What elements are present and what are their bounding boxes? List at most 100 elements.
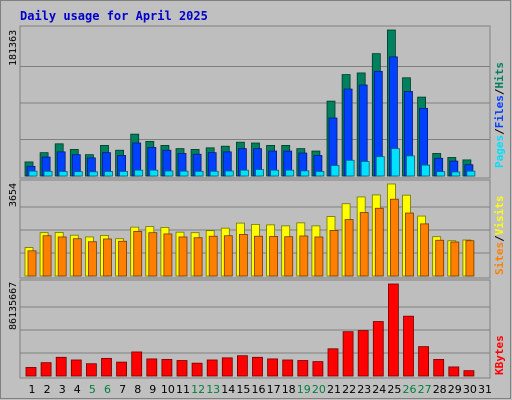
day-label: 10	[161, 383, 175, 396]
kbytes-bar	[312, 361, 324, 377]
kbytes-bar	[282, 359, 294, 377]
pages-bar	[345, 159, 355, 177]
sites-bar	[27, 250, 37, 277]
panel-hits: 181363 Pages/Files/Hits	[8, 25, 506, 179]
panel-hits-ymax: 181363	[8, 30, 19, 66]
panel-kbytes-marks	[20, 283, 490, 377]
sites-bar	[193, 237, 203, 277]
kbytes-bar	[463, 370, 475, 377]
sites-bar	[238, 234, 248, 277]
day-label: 26	[403, 383, 417, 396]
pages-bar	[270, 169, 280, 177]
pages-bar	[134, 169, 144, 177]
kbytes-bar	[116, 361, 127, 377]
sites-bar	[450, 241, 460, 277]
kbytes-bar	[252, 356, 263, 377]
day-label: 25	[387, 383, 401, 396]
pages-bar	[149, 169, 159, 177]
day-label: 24	[372, 383, 386, 396]
kbytes-bar	[86, 363, 97, 377]
sites-bar	[254, 235, 263, 277]
sites-bar	[42, 235, 52, 277]
day-label: 19	[297, 383, 311, 396]
legend-entry: /	[493, 88, 506, 95]
kbytes-bar	[433, 359, 445, 377]
panel-visits: 3654 Sites/Visits	[8, 179, 506, 279]
kbytes-bar	[342, 331, 354, 377]
legend-entry: Files	[493, 95, 506, 128]
panel-visits-ymax: 3654	[8, 183, 19, 207]
legend-hits: Pages/Files/Hits	[493, 62, 506, 168]
day-label: 4	[74, 383, 81, 396]
pages-bar	[330, 165, 340, 177]
sites-bar	[359, 212, 369, 277]
x-axis-day-labels: 1 2 3 4 5 6 7 8 9 10 11 12 13 14 15 16 17 18 19 20 21 22 23 24 2…	[29, 383, 493, 396]
legend-entry: Hits	[493, 62, 506, 89]
sites-bar	[223, 235, 233, 277]
pages-bar	[390, 148, 400, 177]
pages-bar	[224, 170, 234, 177]
kbytes-bar	[25, 367, 37, 377]
day-label: 9	[149, 383, 156, 396]
sites-bar	[389, 198, 399, 277]
pages-bar	[58, 171, 68, 177]
day-label: 28	[433, 383, 447, 396]
sites-bar	[299, 235, 309, 277]
kbytes-bar	[236, 355, 248, 377]
legend-entry: /	[493, 128, 506, 135]
pages-bar	[466, 170, 476, 177]
kbytes-bar	[418, 346, 430, 377]
legend-text: Pages/Files/Hits	[493, 62, 506, 168]
kbytes-bar	[387, 283, 399, 377]
panel-kbytes: 86135667 KBytes	[8, 279, 506, 379]
day-label: 30	[463, 383, 477, 396]
sites-bar	[374, 207, 384, 277]
legend-entry: Sites	[493, 242, 506, 275]
sites-bar	[163, 233, 173, 277]
legend-entry: /	[493, 235, 506, 242]
day-label: 31	[478, 383, 492, 396]
legend-visits: Sites/Visits	[493, 196, 506, 276]
sites-bar	[465, 240, 475, 277]
pages-bar	[285, 169, 295, 177]
pages-bar	[194, 170, 204, 177]
day-label: 1	[29, 383, 36, 396]
kbytes-bar	[206, 359, 218, 377]
pages-bar	[179, 170, 189, 177]
sites-bar	[57, 236, 67, 277]
day-label: 22	[342, 383, 356, 396]
sites-bar	[314, 236, 324, 277]
day-label: 17	[267, 383, 281, 396]
sites-bar	[208, 235, 218, 277]
pages-bar	[104, 171, 113, 177]
pages-bar	[43, 170, 53, 177]
pages-bar	[255, 169, 264, 177]
pages-bar	[89, 171, 98, 177]
chart-title: Daily usage for April 2025	[20, 9, 208, 23]
pages-bar	[421, 164, 431, 177]
sites-bar	[344, 219, 354, 277]
kbytes-bar	[40, 362, 52, 377]
sites-bar	[405, 212, 414, 277]
day-label: 21	[327, 383, 341, 396]
day-label: 7	[119, 383, 126, 396]
legend-entry: KBytes	[493, 335, 506, 375]
panel-visits-marks	[20, 183, 490, 277]
day-label: 13	[206, 383, 220, 396]
pages-bar	[28, 170, 38, 177]
legend-entry: Pages	[493, 135, 506, 168]
pages-bar	[360, 161, 370, 177]
legend-entry: Visits	[493, 196, 506, 236]
kbytes-bar	[297, 360, 309, 377]
pages-bar	[375, 156, 385, 177]
kbytes-bar	[176, 360, 188, 377]
pages-bar	[300, 170, 310, 177]
kbytes-bar	[221, 357, 233, 377]
kbytes-bar	[191, 362, 203, 377]
kbytes-bar	[131, 351, 143, 377]
sites-bar	[284, 236, 294, 277]
day-label: 5	[89, 383, 96, 396]
kbytes-bar	[403, 315, 414, 377]
legend-text: Sites/Visits	[493, 196, 506, 276]
